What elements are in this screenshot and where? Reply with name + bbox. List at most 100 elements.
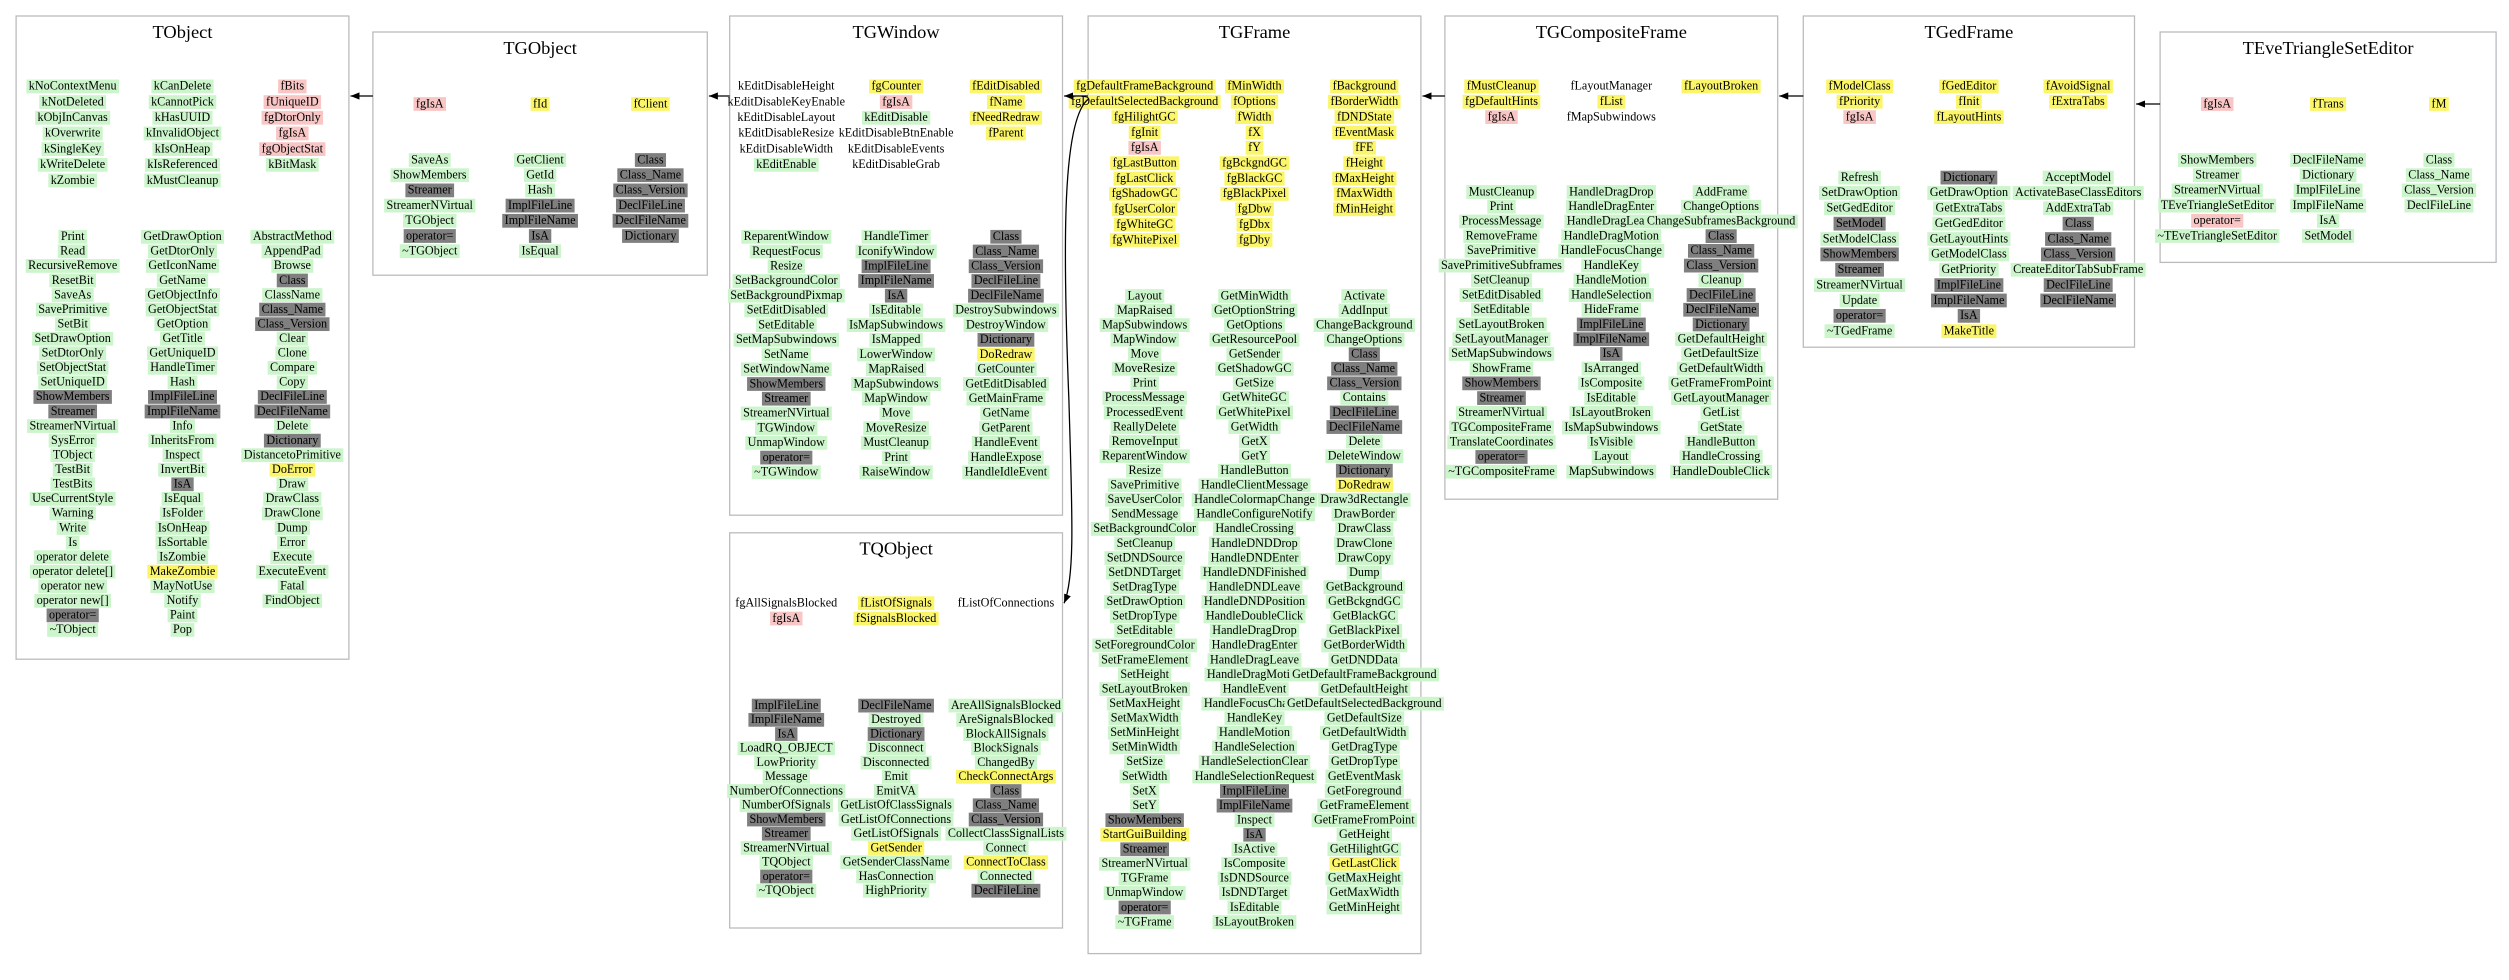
member-name: DeclFileName	[970, 288, 1041, 302]
member-background	[1198, 755, 1311, 769]
member-background	[879, 406, 913, 421]
member-background	[1698, 273, 1744, 288]
member-background	[151, 79, 214, 94]
member-name: IsA	[531, 228, 549, 242]
member-background	[1333, 187, 1395, 201]
member-name: fMaxWidth	[1336, 186, 1392, 200]
member-name: fInit	[1958, 94, 1980, 108]
member-name: SendMessage	[1111, 507, 1178, 521]
member-name: operator=	[49, 608, 96, 622]
member-name: GetWhitePixel	[1218, 405, 1291, 419]
member-name: StreamerNVirtual	[743, 406, 830, 420]
member-background	[1449, 420, 1554, 435]
member-background	[35, 302, 110, 317]
member-background	[1110, 332, 1179, 347]
member-background	[1814, 278, 1906, 292]
member-background	[1463, 229, 1540, 244]
member-background	[2010, 262, 2146, 277]
member-name: fgDefaultFrameBackground	[1076, 79, 1213, 93]
member-name: Compare	[270, 360, 315, 374]
member-background	[2043, 79, 2113, 94]
member-name: fgAllSignalsBlocked	[735, 595, 837, 609]
member-name: HandleExpose	[970, 450, 1041, 464]
member-background	[1118, 871, 1171, 886]
member-background	[972, 244, 1040, 259]
member-background	[1566, 464, 1657, 479]
member-name: HandleDNDEnter	[1211, 550, 1299, 564]
member-background	[2293, 183, 2363, 198]
member-name: HandleDragMotion	[1564, 228, 1659, 242]
member-name: fgCounter	[871, 79, 920, 93]
member-background	[1216, 725, 1293, 740]
member-background	[263, 492, 322, 506]
member-name: ProcessMessage	[1105, 390, 1185, 404]
member-name: DeclFileLine	[2046, 277, 2110, 291]
member-name: GetName	[159, 273, 206, 287]
member-name: IsA	[1960, 308, 1978, 322]
member-background	[276, 126, 309, 141]
member-background	[413, 97, 446, 111]
member-background	[840, 855, 952, 870]
member-name: fWidth	[1238, 109, 1272, 123]
member-name: fgIsA	[278, 126, 306, 140]
member-background	[1090, 522, 1199, 536]
member-background	[523, 168, 557, 183]
member-background	[1111, 361, 1178, 376]
member-background	[270, 550, 315, 564]
member-background	[47, 623, 99, 637]
member-background	[57, 244, 88, 259]
member-name: SetMaxHeight	[1109, 696, 1181, 710]
member-name: RaiseWindow	[862, 465, 931, 479]
member-name: StreamerNVirtual	[1458, 405, 1545, 419]
member-background	[861, 229, 931, 244]
member-background	[1092, 638, 1198, 653]
member-name: HandleDragMotion	[1207, 667, 1302, 681]
member-background	[1235, 110, 1274, 124]
member-name: DrawClone	[1336, 536, 1392, 550]
member-background	[1591, 450, 1631, 464]
member-background	[1683, 258, 1759, 273]
member-background	[1208, 551, 1301, 565]
class-box: TQObject fgAllSignalsBlocked fgIsA fListOfS…	[727, 532, 1067, 929]
member-name: AbstractMethod	[253, 229, 332, 243]
member-name: ChangeBackground	[1316, 317, 1413, 331]
member-name: kIsOnHeap	[155, 141, 210, 155]
member-name: Read	[60, 244, 85, 258]
member-background	[1108, 507, 1181, 522]
member-name: ~TGObject	[402, 243, 458, 257]
member-background	[26, 79, 119, 94]
member-background	[1939, 79, 1999, 94]
member-name: ShowMembers	[36, 389, 110, 403]
member-background	[1326, 420, 1403, 434]
member-background	[863, 421, 929, 436]
member-background	[990, 229, 1022, 244]
member-background	[147, 346, 218, 361]
member-background	[241, 448, 344, 463]
member-background	[1826, 79, 1894, 94]
member-name: Print	[61, 229, 85, 243]
member-name: Class_Name	[975, 798, 1036, 812]
member-background	[147, 360, 218, 375]
member-background	[2043, 278, 2113, 292]
member-background	[408, 153, 451, 167]
member-name: fId	[533, 96, 547, 110]
member-name: DeclFileLine	[974, 883, 1038, 897]
member-background	[1679, 450, 1763, 464]
member-background	[747, 377, 826, 391]
member-background	[1110, 580, 1180, 595]
member-name: GetPriority	[1942, 262, 1998, 276]
member-background	[761, 826, 811, 841]
member-name: Hash	[170, 375, 195, 389]
member-name: GetIconName	[148, 258, 216, 272]
member-name: GetDefaultHeight	[1678, 331, 1766, 345]
member-name: SetDropType	[1112, 609, 1177, 623]
member-name: kEditDisableEvents	[848, 141, 945, 155]
member-name: GetForeground	[1327, 783, 1401, 797]
member-name: GetName	[983, 406, 1030, 420]
member-background	[1843, 110, 1876, 124]
member-name: HandleColormapChange	[1194, 492, 1315, 506]
member-background	[1346, 434, 1383, 449]
member-name: DoRedraw	[1338, 478, 1391, 492]
member-background	[727, 288, 845, 303]
